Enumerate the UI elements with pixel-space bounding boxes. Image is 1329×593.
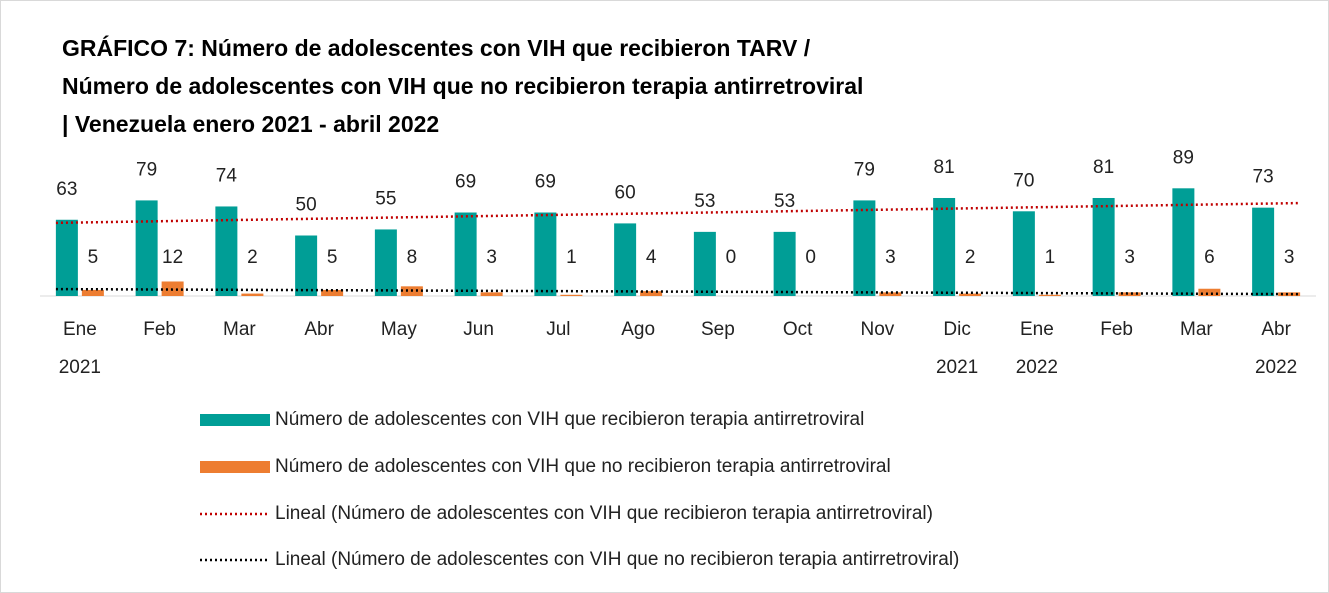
bar [614,223,637,296]
data-label: 6 [1204,247,1215,268]
chart-title: GRÁFICO 7: Número de adolescentes con VI… [62,34,811,61]
x-tick-label: Abr [304,319,334,340]
x-tick-label: 2021 [59,357,101,378]
bar [1198,288,1221,296]
data-label: 0 [726,247,737,268]
x-tick-label: Ene [63,319,97,340]
x-tick-label: Ene [1020,319,1054,340]
legend-swatch [200,414,270,426]
bar [1278,292,1301,296]
x-tick-label: Oct [783,319,813,340]
x-tick-label: Feb [143,319,176,340]
bar [959,293,982,296]
bar [933,197,956,296]
data-label: 50 [296,195,317,216]
data-label: 0 [805,247,816,268]
bar [321,289,344,296]
x-tick-label: Abr [1261,319,1291,340]
x-tick-label: Mar [1180,319,1213,340]
data-label: 74 [216,165,238,186]
bar [560,294,583,296]
x-tick-label: Nov [860,319,894,340]
bar [693,231,716,296]
x-tick-label: 2022 [1016,357,1058,378]
legend-label: Número de adolescentes con VIH que no re… [275,456,891,477]
data-label: 69 [455,172,476,193]
data-label: 1 [1045,247,1056,268]
data-label: 89 [1173,147,1194,168]
x-tick-label: 2021 [936,357,978,378]
data-label: 1 [566,247,577,268]
data-label: 53 [694,191,715,212]
data-label: 79 [854,159,875,180]
x-tick-label: Dic [943,319,970,340]
bar [454,212,477,296]
chart-title: | Venezuela enero 2021 - abril 2022 [62,111,439,137]
bar [1118,292,1141,296]
x-tick-label: Jul [546,319,570,340]
data-label: 81 [934,157,955,178]
trendline [55,287,1301,296]
data-label: 63 [56,179,77,200]
bar [480,292,503,296]
trendline [55,201,1301,225]
bar [81,289,104,296]
bar [215,206,238,296]
data-label: 12 [162,247,183,268]
bar [374,229,397,296]
x-tick-label: Mar [223,319,256,340]
data-label: 70 [1013,170,1034,191]
data-label: 73 [1253,167,1274,188]
data-label: 2 [247,247,258,268]
data-label: 2 [965,247,976,268]
data-label: 3 [1284,247,1295,268]
bar [295,235,318,296]
data-label: 3 [486,247,497,268]
bar [1012,211,1035,296]
bar [135,200,158,296]
legend-label: Número de adolescentes con VIH que recib… [275,409,864,430]
data-label: 5 [327,247,338,268]
bar [55,219,78,296]
bar [879,292,902,296]
x-tick-label: Sep [701,319,735,340]
bar [640,291,663,296]
legend-swatch [200,461,270,473]
data-label: 55 [375,188,396,209]
data-label: 8 [407,247,418,268]
bar [773,231,796,296]
data-label: 69 [535,172,556,193]
data-label: 79 [136,159,157,180]
chart-title: Número de adolescentes con VIH que no re… [62,73,863,99]
data-label: 53 [774,191,795,212]
x-tick-label: 2022 [1255,357,1297,378]
bar [1172,188,1195,296]
x-tick-label: Feb [1100,319,1133,340]
data-label: 5 [88,247,99,268]
bar [1092,197,1115,296]
bar [853,200,876,296]
bar [1252,207,1275,296]
bar [1038,294,1061,296]
x-tick-label: Jun [463,319,494,340]
data-label: 60 [615,182,636,203]
x-tick-label: May [381,319,417,340]
data-label: 3 [885,247,896,268]
x-tick-label: Ago [621,319,655,340]
legend-label: Lineal (Número de adolescentes con VIH q… [275,503,933,524]
data-label: 81 [1093,157,1114,178]
data-label: 3 [1124,247,1135,268]
legend-label: Lineal (Número de adolescentes con VIH q… [275,549,959,570]
bar [534,212,557,296]
bar [241,293,264,296]
data-label: 4 [646,247,657,268]
